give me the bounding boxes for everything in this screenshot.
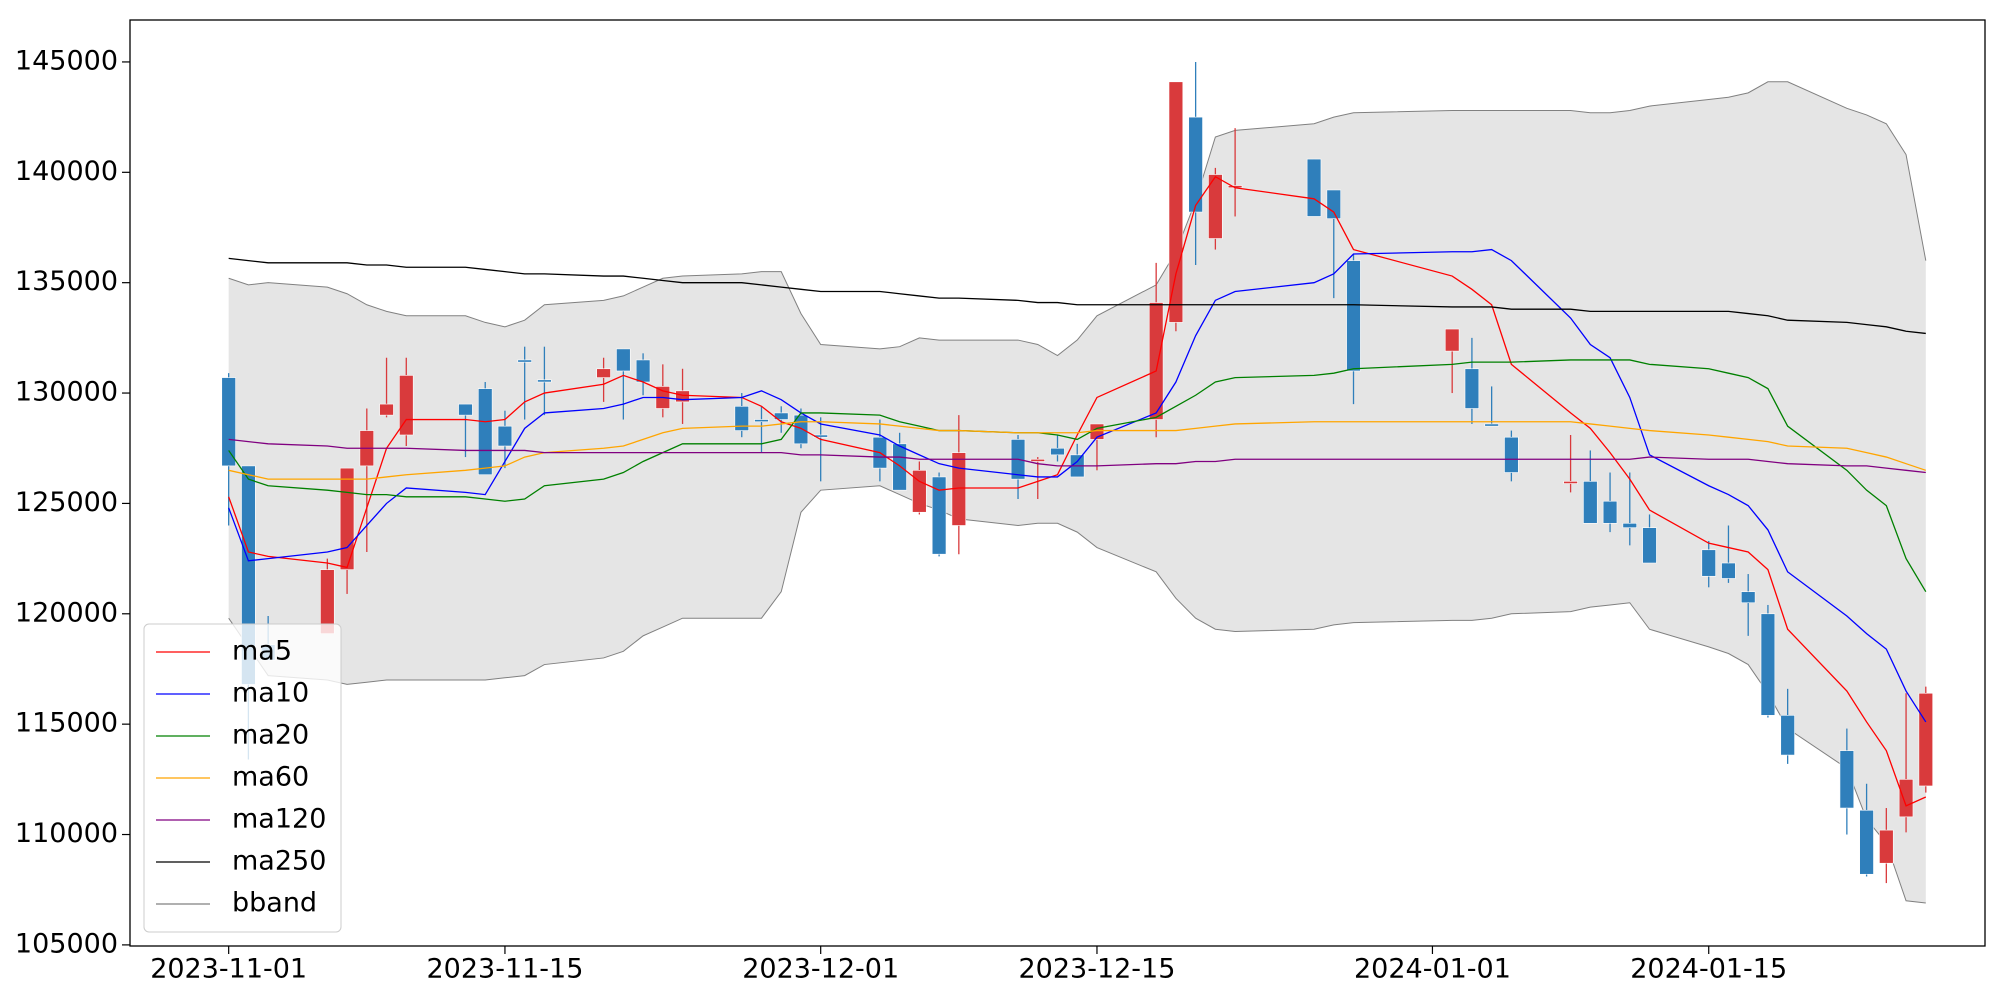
candle-body (1642, 527, 1657, 564)
candle-body (1839, 750, 1855, 809)
y-tick-label: 125000 (15, 487, 118, 518)
legend-label: ma5 (232, 636, 292, 667)
legend: ma5 ma10 ma20 ma60 ma120 ma250 bband (143, 623, 342, 933)
candle-body (221, 377, 236, 467)
ma-line (228, 421, 1927, 480)
candle-body (478, 388, 493, 476)
candle-body (1721, 562, 1736, 579)
y-tick-label: 140000 (15, 156, 118, 187)
candle-body (1208, 174, 1223, 239)
legend-box (143, 623, 342, 933)
candle-body (458, 403, 473, 416)
candle-body (1030, 458, 1045, 462)
candle-body (675, 390, 690, 403)
candle-body (1504, 436, 1519, 473)
candle-body (1602, 500, 1618, 524)
candle-body (1168, 81, 1184, 323)
candle-body (379, 403, 394, 416)
plot-frame (129, 19, 1986, 947)
candle-body (1148, 302, 1164, 420)
x-tick-label: 2024-01-01 (1354, 954, 1511, 985)
candle-body (1583, 481, 1598, 524)
candle-body (1859, 809, 1874, 875)
candle-body (892, 443, 907, 491)
x-tick-label: 2023-11-15 (426, 954, 583, 985)
ma-line (228, 359, 1927, 593)
band-lower (228, 485, 1926, 904)
candle-body (596, 368, 611, 378)
candle-body (1780, 715, 1795, 756)
candle-body (1444, 328, 1460, 352)
candle-body (1879, 829, 1894, 864)
ma-line (228, 248, 1927, 723)
candle-body (497, 425, 513, 447)
y-tick-label: 110000 (15, 818, 118, 849)
candle-body (1188, 116, 1203, 213)
legend-label: ma250 (232, 846, 326, 877)
x-tick-label: 2023-12-15 (1019, 954, 1176, 985)
candle-body (1563, 481, 1578, 484)
candle-body (635, 359, 651, 383)
band-area (228, 81, 1926, 903)
candle-body (1622, 522, 1637, 528)
legend-label: ma20 (232, 720, 309, 751)
y-tick-label: 115000 (15, 708, 118, 739)
candle-body (1760, 613, 1776, 716)
candle-body (1918, 692, 1934, 787)
x-tick-label: 2023-12-01 (742, 954, 899, 985)
legend-label: ma120 (232, 804, 326, 835)
y-tick-label: 105000 (15, 928, 118, 959)
x-tick-label: 2023-11-01 (150, 954, 307, 985)
candle-body (1326, 189, 1341, 219)
candle-body (517, 359, 532, 363)
candle-body (1701, 549, 1716, 577)
candle-body (1050, 447, 1065, 456)
candle-body (1464, 368, 1480, 409)
candle-body (616, 348, 631, 372)
y-tick-label: 145000 (15, 45, 118, 76)
legend-label: ma60 (232, 762, 309, 793)
candle-body (734, 405, 749, 431)
candle-body (754, 419, 769, 423)
candle-body (1898, 779, 1914, 818)
band-upper (228, 81, 1927, 357)
y-tick-label: 120000 (15, 597, 118, 628)
candle-body (912, 470, 927, 513)
ma-line (228, 257, 1926, 335)
candle-body (1306, 158, 1322, 217)
y-tick-label: 135000 (15, 266, 118, 297)
candle-body (537, 379, 552, 383)
legend-label: bband (232, 888, 317, 919)
y-tick-label: 130000 (15, 377, 118, 408)
ma-line (228, 175, 1927, 807)
candle-body (931, 476, 947, 555)
x-tick-label: 2024-01-15 (1630, 954, 1787, 985)
candle-body (1346, 260, 1361, 372)
candle-body (1484, 423, 1499, 427)
candle-body (1740, 591, 1756, 604)
ma-line (228, 438, 1926, 474)
legend-label: ma10 (232, 678, 309, 709)
